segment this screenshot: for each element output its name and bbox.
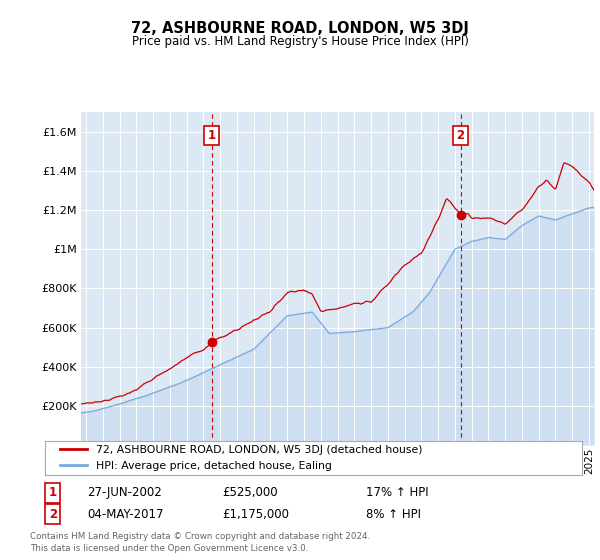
Text: 2: 2 — [457, 129, 464, 142]
Text: Price paid vs. HM Land Registry's House Price Index (HPI): Price paid vs. HM Land Registry's House … — [131, 35, 469, 48]
Text: £525,000: £525,000 — [222, 486, 278, 500]
Legend: 72, ASHBOURNE ROAD, LONDON, W5 3DJ (detached house), HPI: Average price, detache: 72, ASHBOURNE ROAD, LONDON, W5 3DJ (deta… — [56, 441, 427, 475]
Text: Contains HM Land Registry data © Crown copyright and database right 2024.
This d: Contains HM Land Registry data © Crown c… — [30, 532, 370, 553]
Text: 1: 1 — [208, 129, 215, 142]
Text: 04-MAY-2017: 04-MAY-2017 — [87, 507, 163, 521]
Text: 2: 2 — [49, 507, 57, 521]
Text: 72, ASHBOURNE ROAD, LONDON, W5 3DJ: 72, ASHBOURNE ROAD, LONDON, W5 3DJ — [131, 21, 469, 36]
Text: 1: 1 — [49, 486, 57, 500]
Text: 27-JUN-2002: 27-JUN-2002 — [87, 486, 162, 500]
Text: 8% ↑ HPI: 8% ↑ HPI — [366, 507, 421, 521]
Text: £1,175,000: £1,175,000 — [222, 507, 289, 521]
Text: 17% ↑ HPI: 17% ↑ HPI — [366, 486, 428, 500]
